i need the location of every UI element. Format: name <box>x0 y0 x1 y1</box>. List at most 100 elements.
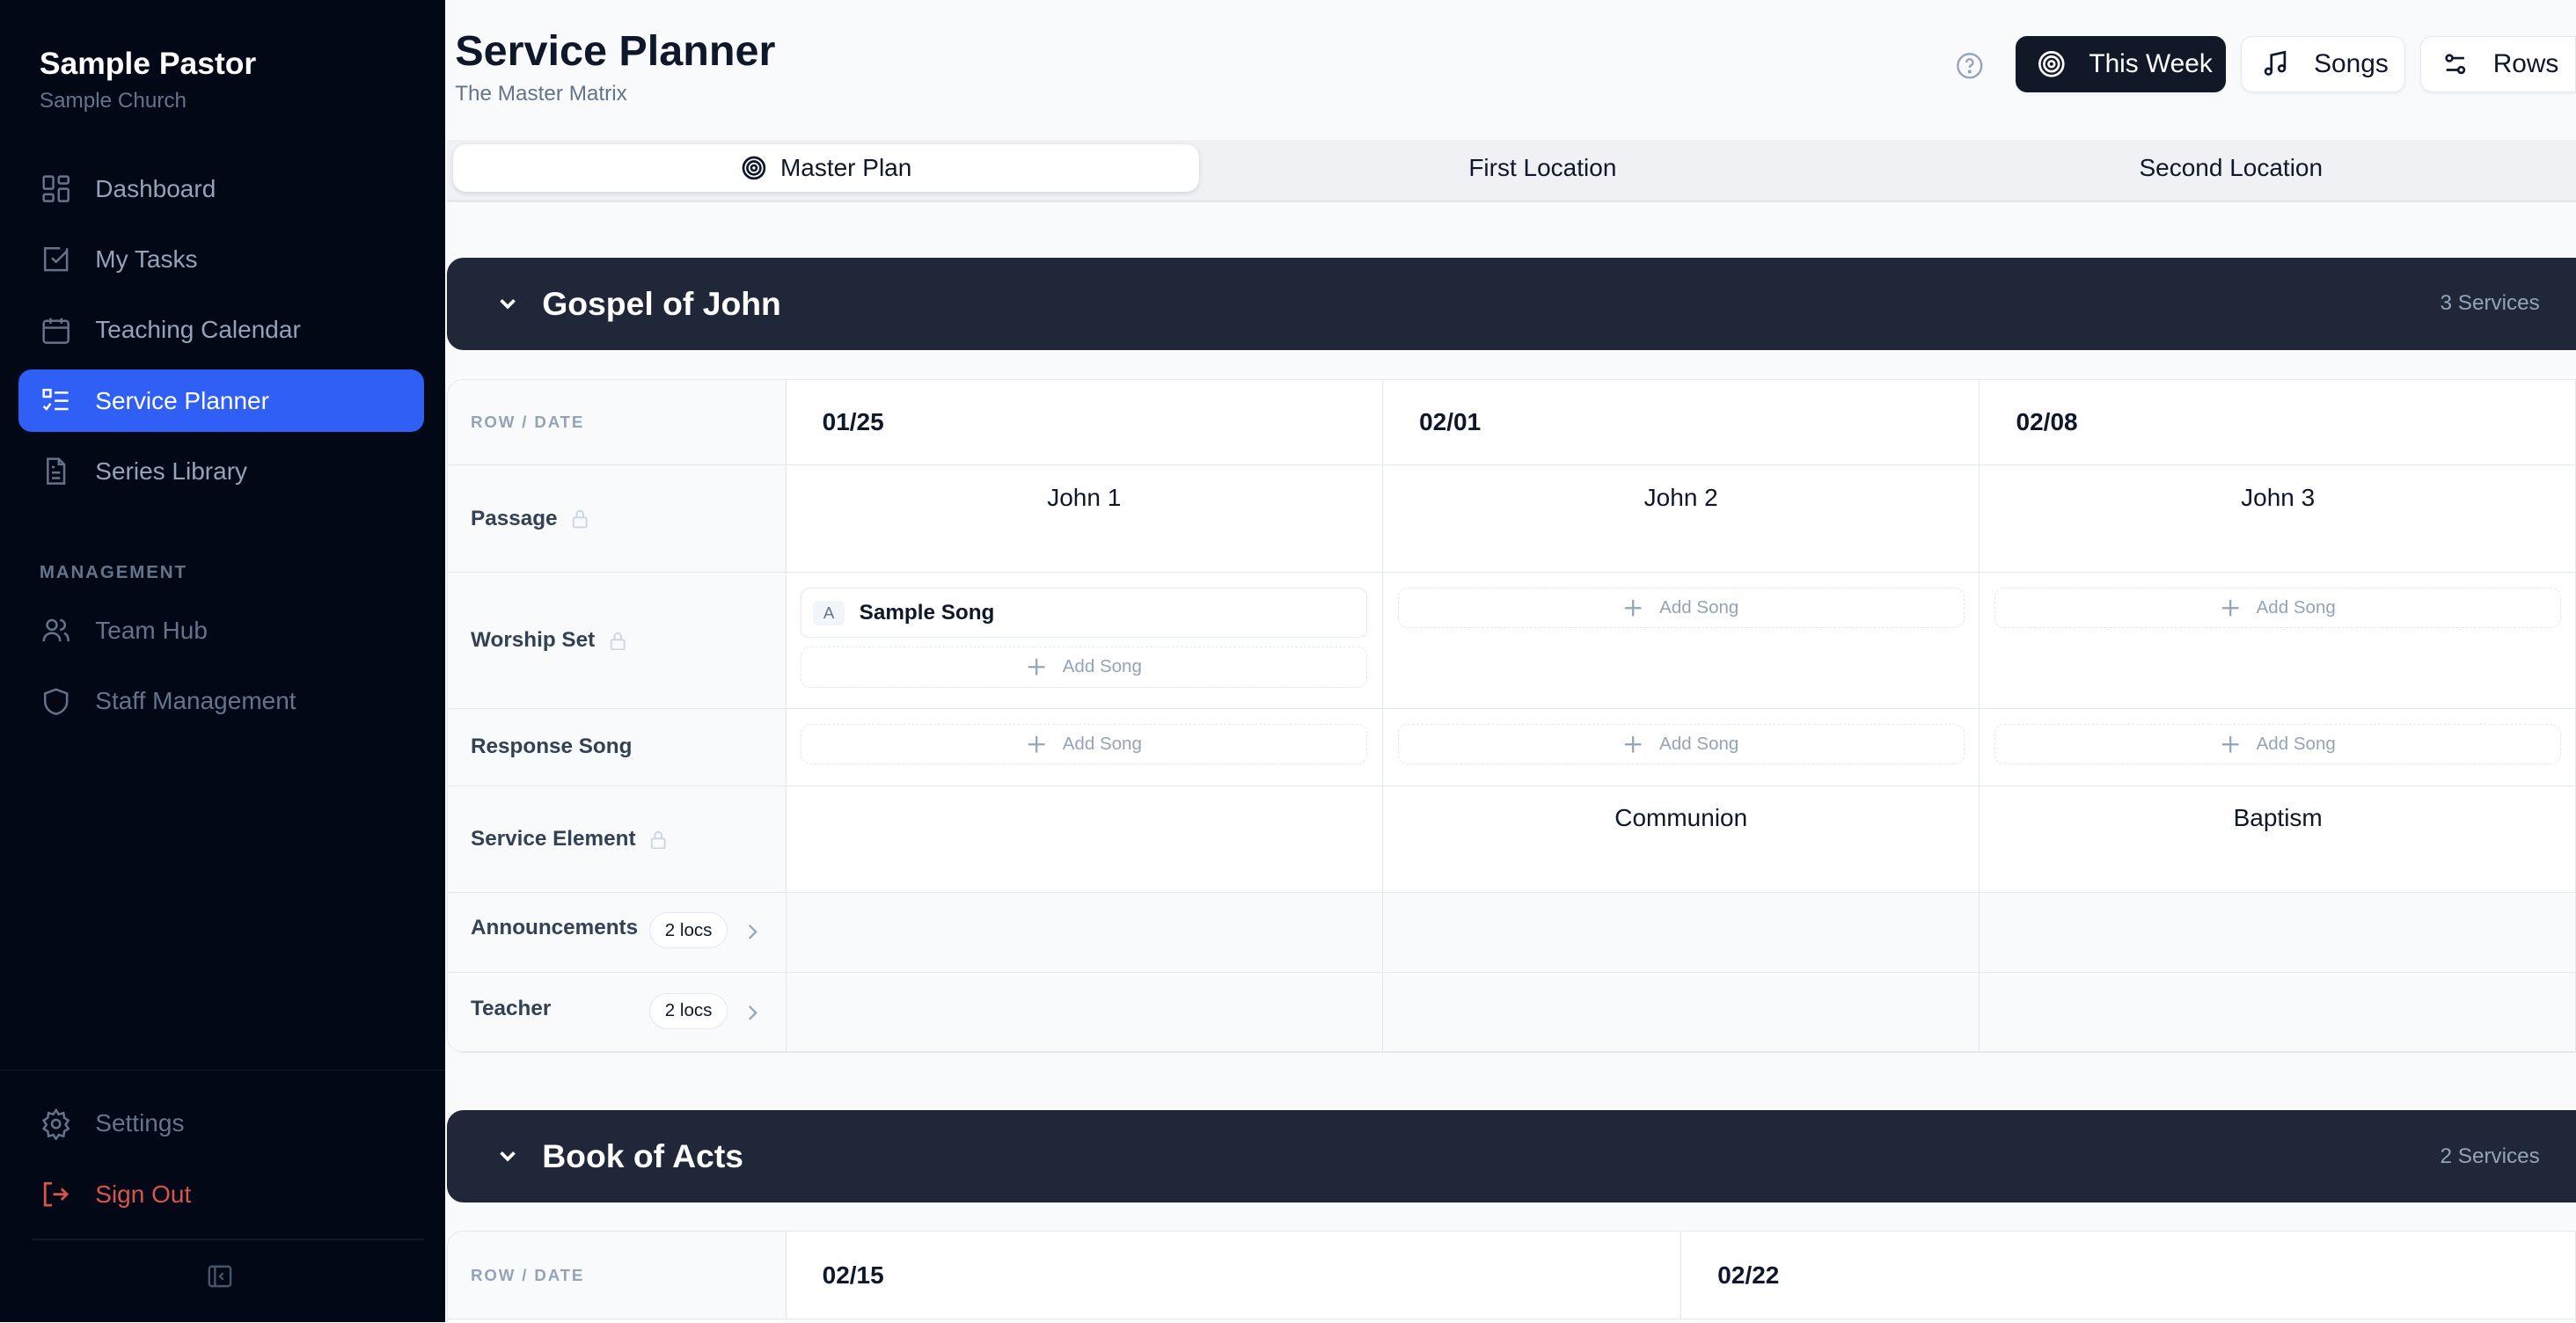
sidebar-item-settings[interactable]: Settings <box>18 1093 424 1155</box>
sidebar-item-staff-management[interactable]: Staff Management <box>18 670 424 733</box>
matrix-cell[interactable]: Baptism <box>1980 786 2575 893</box>
chevron-down-icon <box>500 1151 516 1162</box>
target-icon <box>742 157 766 180</box>
row-label[interactable]: Announcements 2 locs <box>447 892 787 974</box>
songs-label: Songs <box>2314 48 2389 78</box>
date-label: 02/15 <box>822 1261 884 1289</box>
date-label: 02/08 <box>2016 408 2078 436</box>
matrix-cell[interactable] <box>786 973 1383 1052</box>
help-icon[interactable] <box>1955 51 1985 81</box>
matrix-cell[interactable] <box>1980 892 2575 974</box>
tab-first-location[interactable]: First Location <box>1199 144 1886 192</box>
sidebar-item-label: Dashboard <box>95 174 216 202</box>
dashboard-icon <box>42 175 70 202</box>
matrix-cell[interactable] <box>1383 892 1980 974</box>
music-note-icon <box>2265 50 2287 76</box>
matrix-cell[interactable]: Add Song <box>1980 573 2575 709</box>
chevron-right-icon[interactable] <box>746 924 759 940</box>
matrix-cell[interactable]: Add Song <box>786 708 1383 786</box>
plus-icon <box>1624 735 1642 753</box>
section-header[interactable]: Gospel of John 3 Services <box>446 258 2576 350</box>
sidebar-item-label: Series Library <box>95 457 248 485</box>
matrix-cell[interactable]: Add Song <box>1383 572 1980 709</box>
add-song-button[interactable]: Add Song <box>1397 587 1965 629</box>
sidebar-item-my-tasks[interactable]: My Tasks <box>18 229 424 291</box>
matrix-cell[interactable]: Add Song <box>1980 709 2575 786</box>
matrix-cell[interactable]: A Sample Song Add Song <box>786 572 1383 709</box>
lock-icon <box>610 632 626 650</box>
sidebar-item-service-planner[interactable]: Service Planner <box>18 369 424 433</box>
matrix-cell[interactable]: Communion <box>1383 786 1980 893</box>
matrix-cell[interactable]: Add Song <box>1383 708 1980 786</box>
locations-badge: 2 locs <box>648 992 728 1029</box>
row-date-label: ROW / DATE <box>471 1265 585 1284</box>
matrix-cell[interactable] <box>786 786 1383 893</box>
row-label: Service Element <box>447 786 787 893</box>
songs-button[interactable]: Songs <box>2240 36 2405 92</box>
matrix-cell[interactable]: John 3 <box>1980 465 2575 573</box>
matrix-cell[interactable]: John 1 <box>786 465 1383 573</box>
service-count: 2 Services <box>2440 1144 2540 1168</box>
this-week-button[interactable]: This Week <box>2016 36 2227 92</box>
date-header[interactable]: 01/25 <box>786 380 1383 466</box>
sidebar-item-label: Team Hub <box>95 617 208 645</box>
add-song-button[interactable]: Add Song <box>801 723 1368 765</box>
section-header[interactable]: Book of Acts 2 Services <box>446 1110 2576 1202</box>
date-header[interactable]: 02/22 <box>1681 1232 2575 1320</box>
add-song-label: Add Song <box>1062 656 1142 677</box>
sign-out-button[interactable]: Sign Out <box>18 1163 424 1225</box>
song-key: A <box>813 600 845 625</box>
matrix-cell[interactable]: John 2 <box>1383 465 1980 573</box>
row-label-text: Announcements <box>471 916 639 940</box>
date-header[interactable]: 02/08 <box>1980 380 2575 466</box>
tab-second-location[interactable]: Second Location <box>1886 144 2576 192</box>
tab-label: First Location <box>1468 154 1617 182</box>
settings-label: Settings <box>95 1109 185 1137</box>
date-header[interactable]: 02/01 <box>1383 380 1980 466</box>
matrix-cell[interactable] <box>1383 973 1980 1052</box>
chevron-right-icon[interactable] <box>746 1005 759 1021</box>
sidebar-item-team-hub[interactable]: Team Hub <box>18 600 424 662</box>
row-date-label: ROW / DATE <box>471 413 585 432</box>
matrix-cell[interactable] <box>1980 973 2575 1052</box>
sidebar-item-teaching-calendar[interactable]: Teaching Calendar <box>18 299 424 362</box>
row-label-text: Service Element <box>471 826 636 851</box>
tab-label: Second Location <box>2139 154 2324 182</box>
tab-master-plan[interactable]: Master Plan <box>453 144 1200 193</box>
sidebar-collapse-icon[interactable] <box>207 1263 233 1290</box>
cell-value: John 3 <box>2241 483 2316 511</box>
this-week-label: This Week <box>2089 48 2213 78</box>
sliders-icon <box>2445 54 2466 75</box>
location-tabs: Master Plan First Location Second Locati… <box>446 139 2576 202</box>
sidebar-item-label: My Tasks <box>95 245 198 274</box>
sidebar-item-series-library[interactable]: Series Library <box>18 440 424 502</box>
row-label: Response Song <box>447 708 787 786</box>
locations-badge: 2 locs <box>648 912 728 949</box>
date-label: 01/25 <box>822 408 884 436</box>
add-song-button[interactable]: Add Song <box>1994 587 2562 629</box>
cell-value: John 1 <box>1047 483 1122 511</box>
sidebar: Sample Pastor Sample Church Dashboard My … <box>0 0 446 1323</box>
add-song-button[interactable]: Add Song <box>801 646 1368 688</box>
matrix-cell[interactable] <box>786 892 1383 974</box>
gear-icon <box>41 1107 70 1140</box>
section-title: Book of Acts <box>542 1137 744 1175</box>
date-header[interactable]: 02/15 <box>786 1231 1682 1320</box>
cell-value <box>787 786 1382 805</box>
tab-label: Master Plan <box>779 154 912 182</box>
page-subtitle: The Master Matrix <box>455 82 627 106</box>
service-count: 3 Services <box>2440 291 2540 316</box>
sidebar-item-dashboard[interactable]: Dashboard <box>18 157 424 220</box>
plus-icon <box>1028 735 1045 753</box>
row-label-text: Response Song <box>471 735 633 759</box>
target-icon <box>2038 51 2065 77</box>
sidebar-item-label: Teaching Calendar <box>95 316 301 344</box>
plus-icon <box>2221 735 2239 753</box>
rows-button[interactable]: Rows <box>2419 36 2576 92</box>
row-label[interactable]: Teacher 2 locs <box>447 973 787 1052</box>
sidebar-item-label: Staff Management <box>95 687 296 715</box>
add-song-button[interactable]: Add Song <box>1397 723 1965 765</box>
add-song-button[interactable]: Add Song <box>1994 723 2562 765</box>
song-item[interactable]: A Sample Song <box>801 587 1368 639</box>
